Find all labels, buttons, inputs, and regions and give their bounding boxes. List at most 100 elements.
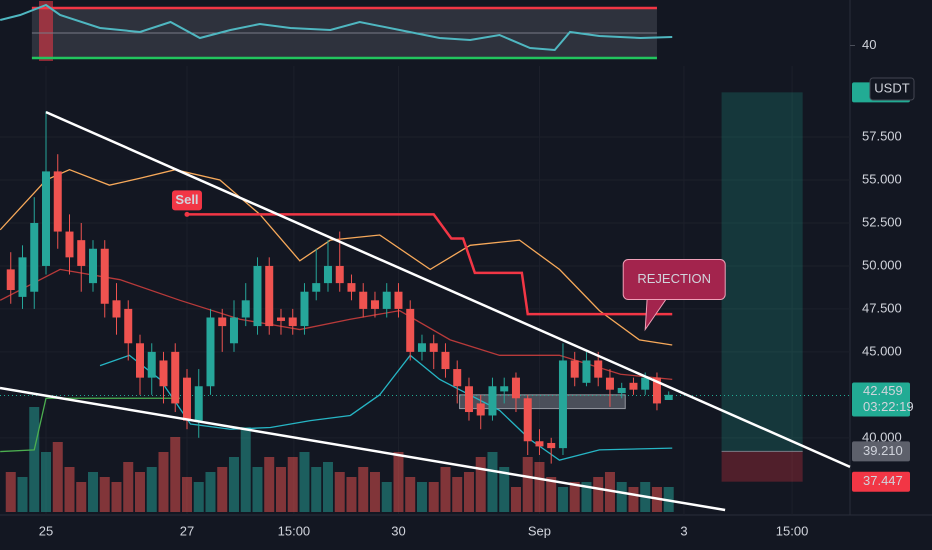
volume-bar — [499, 467, 510, 512]
y-tick-label: 52.500 — [862, 214, 902, 229]
volume-bar — [193, 482, 204, 512]
candle-body — [88, 248, 97, 284]
volume-bar — [534, 462, 545, 512]
candle-body — [323, 265, 332, 284]
trendline — [45, 110, 851, 469]
candle-body — [370, 300, 379, 309]
currency-button[interactable] — [869, 77, 915, 101]
last-price-box — [852, 382, 910, 417]
indicator-line — [0, 168, 673, 346]
candle-body — [206, 317, 215, 387]
volume-bar — [569, 482, 580, 512]
x-tick-label: 25 — [39, 523, 53, 538]
candle-body — [476, 403, 485, 416]
volume-bar — [158, 452, 169, 512]
y-tick-label: 57.500 — [862, 128, 902, 143]
position-stop — [721, 451, 803, 482]
candle-body — [253, 265, 262, 327]
candle-body — [382, 291, 391, 309]
volume-bar — [205, 472, 216, 512]
candle-body — [135, 343, 144, 378]
currency-label[interactable]: USDT — [874, 80, 909, 95]
volume-bar — [487, 452, 498, 512]
volume-bar — [228, 457, 239, 512]
candle-body — [194, 386, 203, 421]
candle-body — [488, 386, 497, 416]
volume-bar — [123, 462, 134, 512]
position-target — [721, 92, 803, 452]
volume-bar — [5, 472, 16, 512]
volume-bar — [334, 472, 345, 512]
volume-bar — [111, 482, 122, 512]
candle-body — [629, 382, 638, 390]
volume-bar — [616, 482, 627, 512]
volume-bar — [287, 457, 298, 512]
candle-body — [147, 351, 156, 378]
sell-anchor — [184, 211, 190, 217]
volume-bar — [405, 477, 416, 512]
candle-body — [417, 343, 426, 352]
volume-bar — [604, 472, 615, 512]
candle-body — [276, 317, 285, 321]
candle-body — [523, 398, 532, 442]
volume-bar — [40, 452, 51, 512]
volume-bar — [76, 482, 87, 512]
x-tick-label: 15:00 — [776, 523, 809, 538]
x-tick-label: 30 — [391, 523, 405, 538]
y-tick-label: 55.000 — [862, 171, 902, 186]
candle-body — [570, 360, 579, 378]
x-tick-label: 15:00 — [278, 523, 311, 538]
candle-body — [229, 317, 238, 344]
sell-tag — [171, 190, 202, 211]
volume-bar — [99, 477, 110, 512]
volume-bar — [299, 452, 310, 512]
volume-bar — [581, 482, 592, 512]
candle-body — [112, 300, 121, 318]
candle-body — [594, 360, 603, 378]
candle-body — [265, 265, 274, 327]
volume-bar — [217, 467, 228, 512]
volume-bar — [358, 467, 369, 512]
volume-bar — [628, 487, 639, 512]
last-price-label: 42.459 — [863, 383, 903, 398]
callout-label: REJECTION — [637, 271, 711, 286]
candle-body — [617, 387, 626, 394]
x-tick-label: 27 — [180, 523, 194, 538]
volume-bar — [322, 462, 333, 512]
candle-body — [100, 248, 109, 304]
volume-bar — [311, 467, 322, 512]
volume-bar — [64, 467, 75, 512]
y-tick-label: 40.000 — [862, 429, 902, 444]
volume-bar — [29, 407, 40, 512]
volume-bar — [369, 472, 380, 512]
volume-bar — [440, 467, 451, 512]
stop-label: 37.447 — [863, 473, 903, 488]
volume-bar — [463, 472, 474, 512]
candle-body — [547, 442, 556, 449]
volume-bar — [264, 457, 275, 512]
trendline — [0, 386, 726, 512]
volume-bar — [17, 477, 28, 512]
candle-body — [359, 291, 368, 309]
candle-body — [464, 386, 473, 413]
volume-bar — [87, 472, 98, 512]
callout-box — [622, 259, 726, 301]
volume-bar — [557, 487, 568, 512]
candle-body — [429, 343, 438, 352]
candle-body — [453, 369, 462, 387]
candle-body — [241, 300, 250, 318]
candle-body — [41, 171, 50, 266]
candle-body — [288, 317, 297, 327]
volume-bar — [181, 477, 192, 512]
y-tick-label: 47.500 — [862, 300, 902, 315]
candle-body — [664, 394, 673, 400]
candle-body — [335, 265, 344, 284]
stop-box — [852, 471, 910, 492]
candle-body — [500, 386, 509, 392]
candle-body — [77, 240, 86, 266]
volume-bar — [275, 467, 286, 512]
candle-body — [535, 441, 544, 447]
support-zone — [459, 394, 626, 410]
candle-body — [18, 257, 27, 297]
candle-body — [53, 171, 62, 232]
